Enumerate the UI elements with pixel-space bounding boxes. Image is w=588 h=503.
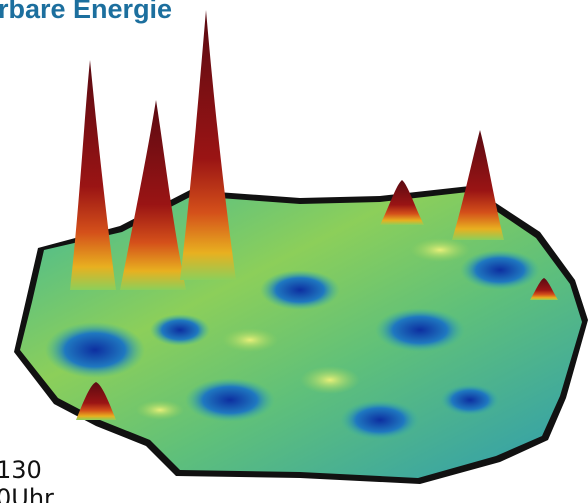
- terrain-pits: [45, 250, 540, 440]
- time-label: 0Uhr: [0, 484, 54, 503]
- value-label: 130: [0, 456, 42, 484]
- terrain-highlights: [136, 238, 470, 420]
- energy-spikes: [70, 10, 558, 420]
- title: rbare Energie: [0, 0, 172, 24]
